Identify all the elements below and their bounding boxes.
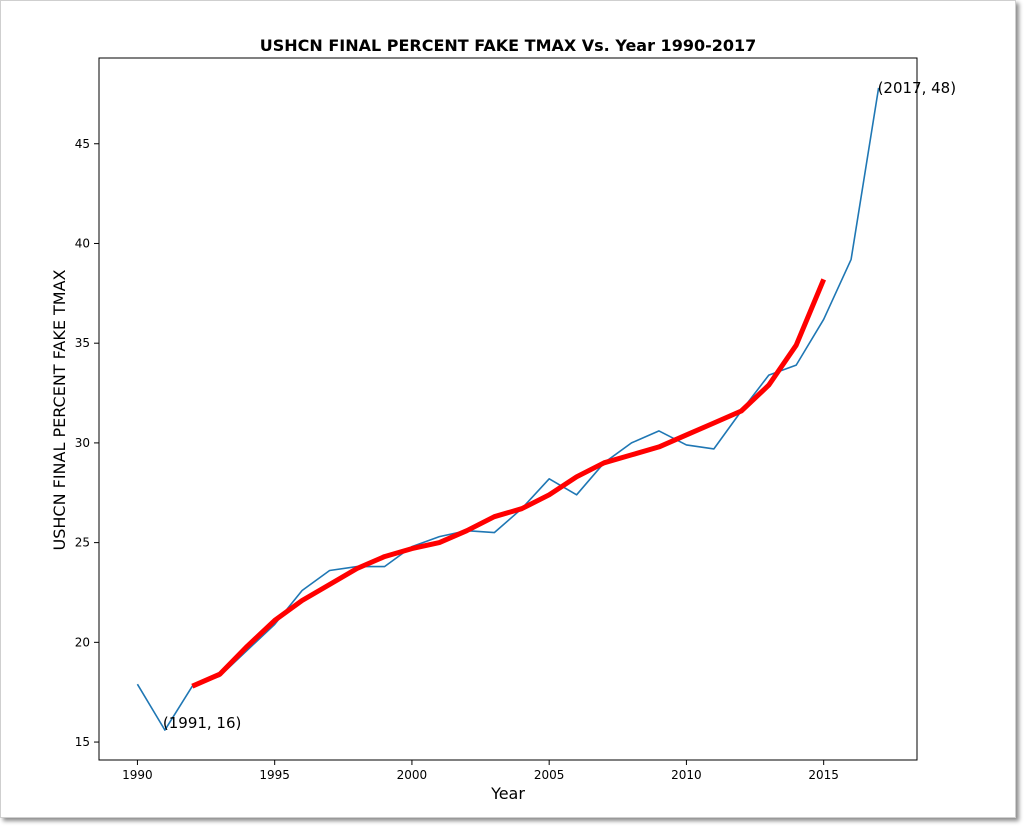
y-tick-label: 45 [75,137,90,151]
point-annotation: (2017, 48) [878,79,957,97]
x-tick-label: 2010 [671,768,702,782]
y-tick-label: 35 [75,336,90,350]
x-axis-title: Year [490,784,525,803]
x-tick-label: 1990 [122,768,153,782]
y-tick-label: 30 [75,436,90,450]
y-tick-label: 40 [75,236,90,250]
y-tick-label: 15 [75,735,90,749]
chart-title: USHCN FINAL PERCENT FAKE TMAX Vs. Year 1… [260,36,757,55]
series-line-trend [191,278,827,689]
y-tick-label: 20 [75,635,90,649]
y-axis-title: USHCN FINAL PERCENT FAKE TMAX [50,269,69,550]
point-annotation: (1991, 16) [163,714,242,732]
plot-area: 1990 1995 2000 2005 2010 2015 15 20 25 30 35 40 45 (1… [75,57,957,782]
axes-frame [98,57,918,761]
x-tick-label: 1995 [259,768,290,782]
x-tick-label: 2015 [808,768,839,782]
series-line-actual [136,87,880,731]
x-tick-label: 2005 [534,768,565,782]
x-tick-label: 2000 [397,768,428,782]
y-tick-label: 25 [75,536,90,550]
